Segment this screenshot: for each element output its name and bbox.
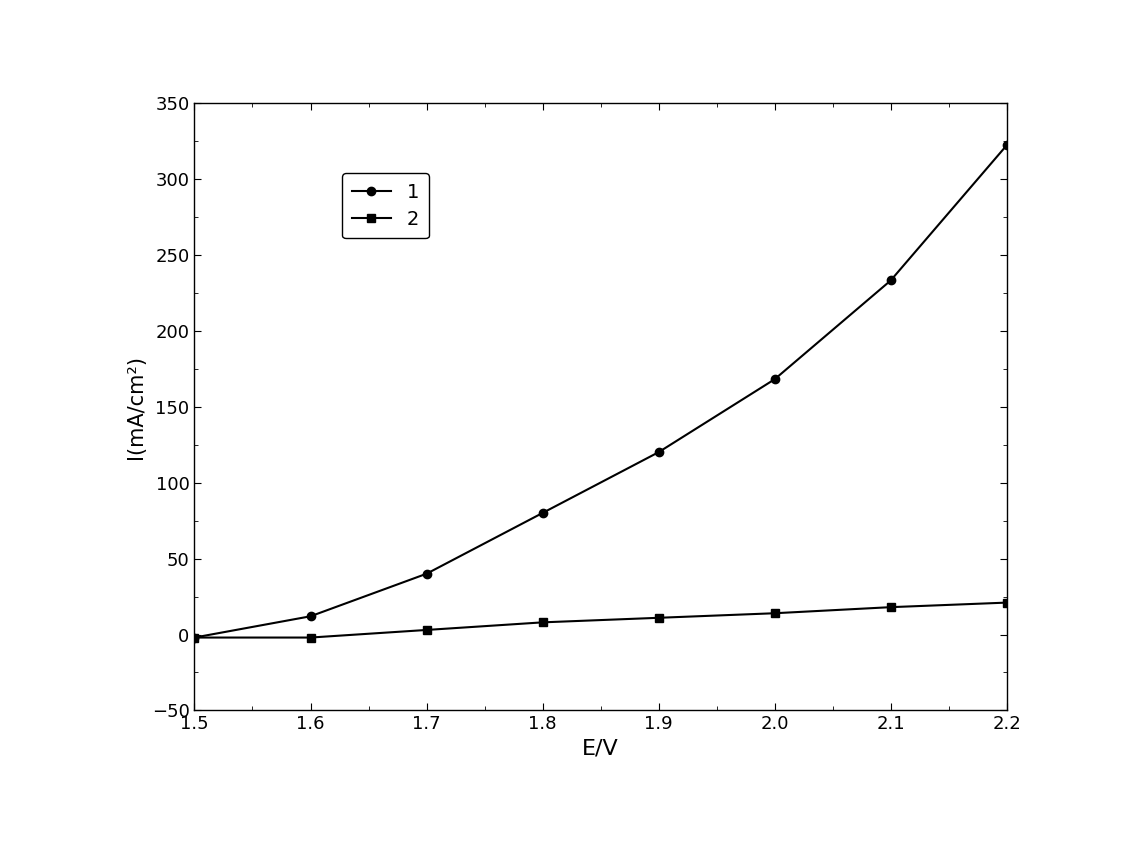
1 (420, 568, 434, 579)
2 (768, 608, 781, 618)
1 (188, 633, 201, 643)
Line: 2: 2 (190, 598, 1011, 642)
1 (303, 611, 317, 621)
X-axis label: E/V: E/V (582, 739, 619, 759)
2 (884, 602, 898, 612)
Y-axis label: I(mA/cm²): I(mA/cm²) (126, 354, 146, 459)
2 (188, 633, 201, 643)
Line: 1: 1 (190, 141, 1011, 642)
Legend: 1, 2: 1, 2 (342, 173, 429, 239)
2 (535, 617, 549, 627)
2 (652, 613, 666, 623)
1 (535, 508, 549, 518)
2 (420, 625, 434, 635)
2 (1000, 597, 1014, 608)
1 (768, 374, 781, 384)
1 (884, 276, 898, 286)
1 (1000, 140, 1014, 151)
2 (303, 633, 317, 643)
1 (652, 447, 666, 457)
